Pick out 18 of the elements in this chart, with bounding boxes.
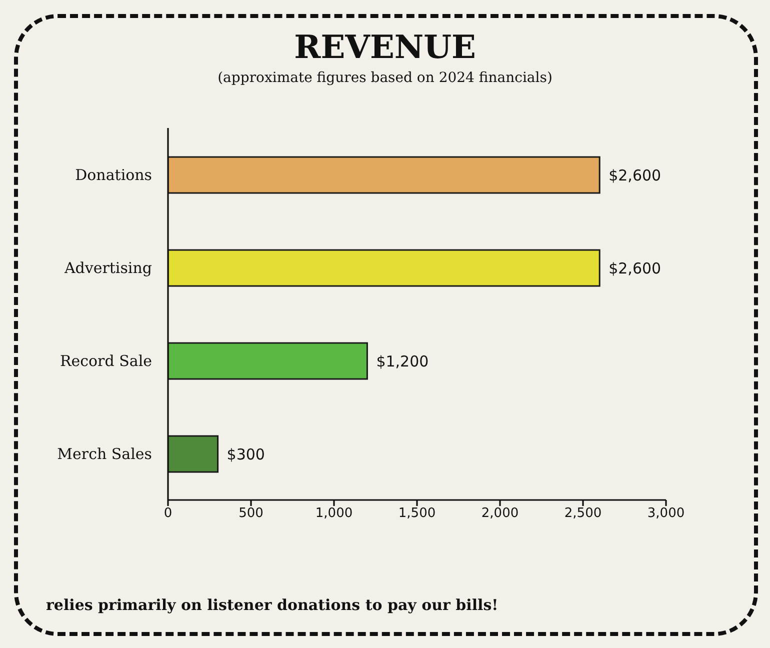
y-tick-label: Record Sale (60, 352, 152, 370)
x-tick-label: 2,500 (564, 506, 602, 522)
x-tick-label: 500 (238, 506, 264, 522)
y-tick-label: Advertising (63, 258, 152, 277)
x-tick-label: 2,000 (481, 506, 519, 522)
x-tick-label: 3,000 (647, 506, 685, 522)
y-tick-label: Merch Sales (57, 444, 152, 463)
data-label: $1,200 (376, 352, 429, 370)
data-label: $2,600 (608, 166, 662, 184)
x-tick-label: 1,500 (398, 506, 436, 522)
text: relies primarily on listener donations to pay our bills! (46, 596, 498, 614)
data-label: $2,600 (608, 259, 662, 278)
x-tick-label: 1,000 (315, 506, 353, 522)
chart-subtitle: (approximate figures based on 2024 financials) (216, 70, 554, 86)
data-label: $300 (226, 445, 265, 464)
x-tick-label: 0 (164, 506, 172, 522)
chart-title: REVENUE (293, 28, 477, 66)
y-tick-label: Donations (75, 166, 152, 184)
